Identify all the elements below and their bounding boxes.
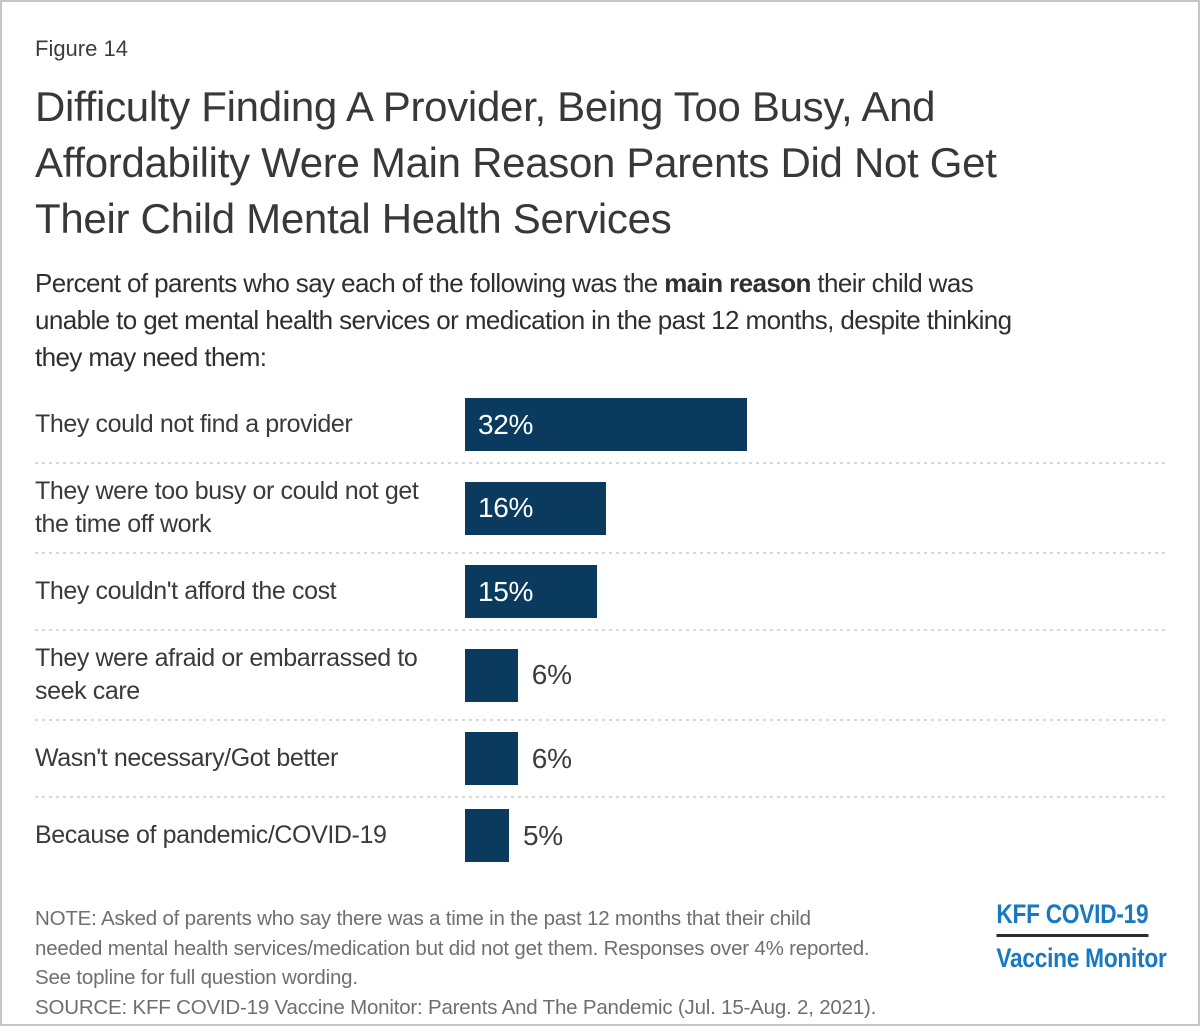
bar-value-label: 32% [478,408,534,440]
chart-title-line: Difficulty Finding A Provider, Being Too… [35,83,936,130]
category-label: They were too busy or could not get the t… [35,475,465,541]
bar [465,732,518,785]
category-label: They could not find a provider [35,408,465,441]
bar-value-label: 15% [478,575,534,607]
category-label: Wasn't necessary/Got better [35,742,465,775]
note-line: needed mental health services/medication… [35,936,870,960]
chart-row: They couldn't afford the cost 15% [35,553,1165,631]
bar-chart: They could not find a provider 32% They we… [35,386,1165,874]
chart-title-line: Their Child Mental Health Services [35,195,672,242]
bar-area: 5% [465,809,1165,862]
category-label: They were afraid or embarrassed to seek c… [35,642,465,708]
subtitle-text: unable to get mental health services or … [35,305,1012,335]
chart-subtitle-line: they may need them: [35,339,1165,376]
chart-row: Wasn't necessary/Got better 6% [35,720,1165,798]
bar: 15% [465,565,597,618]
subtitle-text: Percent of parents who say each of the f… [35,268,665,298]
subtitle-text: they may need them: [35,342,267,372]
bar-area: 32% [465,398,1165,451]
bar: 16% [465,481,606,535]
category-label-line: Wasn't necessary/Got better [35,744,338,772]
bar-value-label: 6% [531,659,572,690]
kff-logo: KFF COVID-19 Vaccine Monitor [996,899,1167,973]
chart-title-line: Affordability Were Main Reason Parents D… [35,139,997,186]
chart-row: They were afraid or embarrassed to seek c… [35,630,1165,721]
subtitle-text: their child was [810,268,974,298]
footer: NOTE: Asked of parents who say there was… [35,904,1165,1022]
source-text: SOURCE: KFF COVID-19 Vaccine Monitor: Pa… [35,995,877,1019]
bar [465,809,509,862]
note-line: NOTE: Asked of parents who say there was… [35,907,811,930]
chart-title: Difficulty Finding A Provider, Being Too… [35,79,1165,247]
bar-value-label: 5% [523,819,563,851]
note-text: NOTE: Asked of parents who say there was… [35,904,1165,993]
note-line: See topline for full question wording. [35,966,358,989]
category-label: They couldn't afford the cost [35,575,465,608]
category-label-line: They could not find a provider [35,410,353,438]
kff-logo-line2: Vaccine Monitor [996,943,1167,973]
category-label-line: seek care [35,677,140,705]
bar-value-label: 6% [531,742,572,774]
category-label-line: They were afraid or embarrassed to [35,644,418,672]
bar: 32% [465,398,747,451]
category-label: Because of pandemic/COVID-19 [35,819,465,852]
subtitle-bold-text: main reason [664,268,811,298]
category-label-line: They were too busy or could not get [35,477,419,505]
chart-subtitle-line: Percent of parents who say each of the f… [35,265,1165,302]
bar-area: 16% [465,481,1165,535]
category-label-line: the time off work [35,510,212,538]
bar-area: 6% [465,648,1165,702]
chart-subtitle-line: unable to get mental health services or … [35,302,1165,339]
bar-area: 15% [465,565,1165,618]
category-label-line: They couldn't afford the cost [35,577,337,605]
category-label-line: Because of pandemic/COVID-19 [35,821,387,849]
chart-row: Because of pandemic/COVID-19 5% [35,797,1165,874]
chart-row: They were too busy or could not get the t… [35,463,1165,554]
bar-area: 6% [465,732,1165,785]
bar-value-label: 16% [478,492,534,523]
chart-subtitle: Percent of parents who say each of the f… [35,265,1165,376]
figure-label: Figure 14 [35,36,128,61]
bar [465,648,518,702]
kff-logo-line1: KFF COVID-19 [996,899,1149,937]
chart-row: They could not find a provider 32% [35,386,1165,464]
